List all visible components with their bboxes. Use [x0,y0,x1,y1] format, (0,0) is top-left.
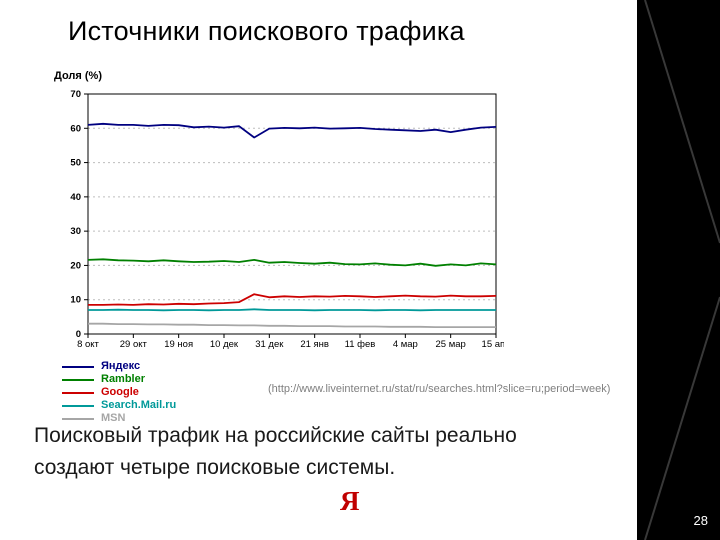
legend-line-swatch [62,404,94,407]
svg-text:40: 40 [70,192,81,203]
page-title: Источники поискового трафика [68,16,465,46]
svg-text:31 дек: 31 дек [255,339,284,350]
body-text: Поисковый трафик на российские сайты реа… [34,424,517,479]
legend-item: Google [62,386,176,399]
svg-text:10 дек: 10 дек [210,339,239,350]
legend-item: Rambler [62,373,176,386]
svg-text:30: 30 [70,226,81,237]
svg-text:25 мар: 25 мар [436,339,466,350]
legend-line-swatch [62,417,94,420]
legend-item: Search.Mail.ru [62,399,176,412]
svg-text:11 фев: 11 фев [345,339,376,350]
svg-text:4 мар: 4 мар [393,339,418,350]
svg-text:8 окт: 8 окт [77,339,99,350]
svg-text:10: 10 [70,295,81,306]
chevron-decoration-icon [644,0,720,540]
search-traffic-line-chart: 0 10 20 30 40 50 60 70 8 окт 29 окт 19 ноя 10 дек 31… [70,89,504,350]
svg-text:0: 0 [76,329,81,340]
page-number: 28 [693,513,708,528]
legend-label: MSN [101,412,126,424]
chart-legend: Яндекс Rambler Google Search.Mail.ru MSN [62,360,176,425]
legend-label: Search.Mail.ru [101,399,177,411]
svg-text:19 ноя: 19 ноя [164,339,193,350]
legend-line-swatch [62,378,94,381]
svg-text:50: 50 [70,158,81,169]
chart-y-axis-title: Доля (%) [54,70,102,82]
svg-text:15 апр: 15 апр [482,339,504,350]
yandex-logo: Я [340,486,360,516]
svg-text:60: 60 [70,123,81,134]
legend-line-swatch [62,365,94,368]
legend-label: Rambler [101,373,146,385]
svg-text:21 янв: 21 янв [300,339,329,350]
legend-label: Яндекс [101,360,141,372]
svg-text:20: 20 [70,260,81,271]
legend-line-swatch [62,391,94,394]
legend-item: MSN [62,412,176,425]
svg-text:70: 70 [70,89,81,100]
source-url: (http://www.liveinternet.ru/stat/ru/sear… [268,383,611,395]
svg-text:29 окт: 29 окт [120,339,148,350]
legend-item: Яндекс [62,360,176,373]
side-band: 28 [637,0,720,540]
legend-label: Google [101,386,139,398]
